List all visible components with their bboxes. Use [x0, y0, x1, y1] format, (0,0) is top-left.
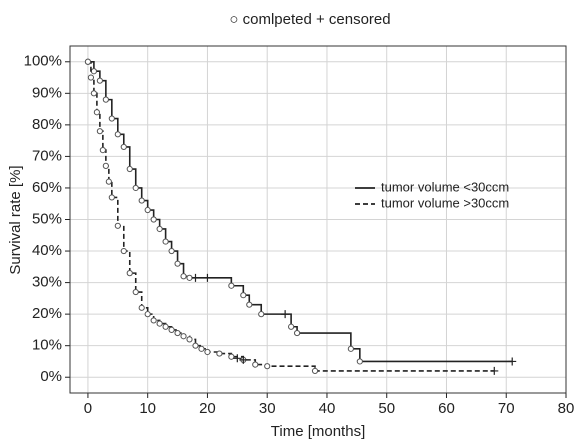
event-marker: [90, 90, 98, 97]
censored-marker: [233, 354, 242, 363]
x-tick-label: 40: [319, 400, 336, 417]
y-tick-label: 0%: [40, 368, 62, 385]
x-tick-label: 70: [498, 400, 515, 417]
event-marker: [347, 345, 354, 352]
event-marker: [99, 147, 106, 154]
event-marker: [144, 311, 151, 318]
y-tick-label: 100%: [24, 53, 62, 70]
chart-title: ○ comlpeted + censored: [229, 11, 390, 28]
event-marker: [288, 323, 295, 330]
event-marker: [156, 320, 163, 327]
event-marker: [150, 216, 157, 223]
event-marker: [90, 68, 98, 75]
event-marker: [84, 58, 92, 65]
event-marker: [120, 143, 127, 151]
event-marker: [180, 273, 187, 280]
event-marker: [168, 247, 175, 255]
event-marker: [228, 353, 235, 360]
censored-marker: [508, 357, 517, 366]
x-tick-label: 20: [199, 400, 216, 417]
x-tick-label: 80: [558, 400, 575, 417]
event-marker: [180, 333, 187, 340]
event-marker: [356, 358, 363, 365]
event-marker: [204, 348, 211, 356]
survival-curve: [87, 60, 513, 363]
event-marker: [174, 260, 181, 267]
event-marker: [93, 109, 100, 116]
event-marker: [174, 329, 181, 337]
event-marker: [216, 350, 223, 357]
event-marker: [96, 77, 103, 84]
y-tick-label: 20%: [32, 305, 62, 322]
event-marker: [114, 131, 121, 138]
x-axis-label: Time [months]: [271, 423, 365, 440]
x-tick-label: 30: [259, 400, 276, 417]
x-tick-label: 50: [378, 400, 395, 417]
event-marker: [105, 178, 112, 185]
event-marker: [132, 184, 139, 192]
event-marker: [228, 282, 235, 289]
y-tick-label: 10%: [32, 337, 62, 354]
event-marker: [132, 288, 139, 296]
y-tick-label: 80%: [32, 116, 62, 133]
event-marker: [192, 342, 199, 349]
event-marker: [240, 292, 247, 299]
event-marker: [293, 329, 301, 337]
event-marker: [186, 274, 193, 281]
censored-marker: [281, 310, 290, 319]
survival-curve: [87, 60, 495, 372]
event-marker: [126, 270, 133, 277]
event-marker: [120, 247, 127, 255]
event-marker: [252, 361, 259, 368]
event-marker: [156, 225, 163, 233]
event-marker: [168, 326, 175, 334]
event-marker: [96, 128, 103, 135]
legend-label: tumor volume <30ccm: [381, 179, 509, 194]
event-marker: [102, 162, 109, 169]
y-tick-label: 70%: [32, 147, 62, 164]
event-marker: [264, 363, 271, 370]
censored-marker: [191, 273, 200, 282]
plot-frame: [69, 45, 567, 394]
y-tick-label: 40%: [32, 242, 62, 259]
censored-marker: [490, 366, 499, 375]
event-marker: [108, 115, 115, 122]
event-marker: [258, 311, 265, 318]
event-marker: [102, 96, 109, 103]
event-marker: [108, 194, 115, 201]
event-marker: [246, 301, 253, 308]
event-marker: [87, 74, 95, 81]
y-axis-label: Survival rate [%]: [7, 165, 24, 274]
event-marker: [114, 222, 121, 229]
y-tick-label: 90%: [32, 84, 62, 101]
event-marker: [186, 336, 193, 343]
censored-marker: [203, 273, 212, 282]
event-marker: [144, 206, 151, 214]
event-marker: [311, 367, 319, 375]
censored-marker: [239, 355, 248, 364]
event-marker: [138, 197, 145, 204]
y-tick-label: 50%: [32, 210, 62, 227]
legend-label: tumor volume >30ccm: [381, 195, 509, 210]
event-marker: [198, 345, 205, 352]
event-marker: [126, 165, 133, 173]
event-marker: [162, 238, 169, 245]
x-tick-label: 60: [438, 400, 455, 417]
x-tick-label: 0: [84, 400, 92, 417]
y-tick-label: 30%: [32, 274, 62, 291]
x-tick-label: 10: [139, 400, 156, 417]
event-marker: [138, 304, 145, 311]
y-tick-label: 60%: [32, 179, 62, 196]
event-marker: [162, 323, 169, 330]
event-marker: [150, 317, 157, 324]
